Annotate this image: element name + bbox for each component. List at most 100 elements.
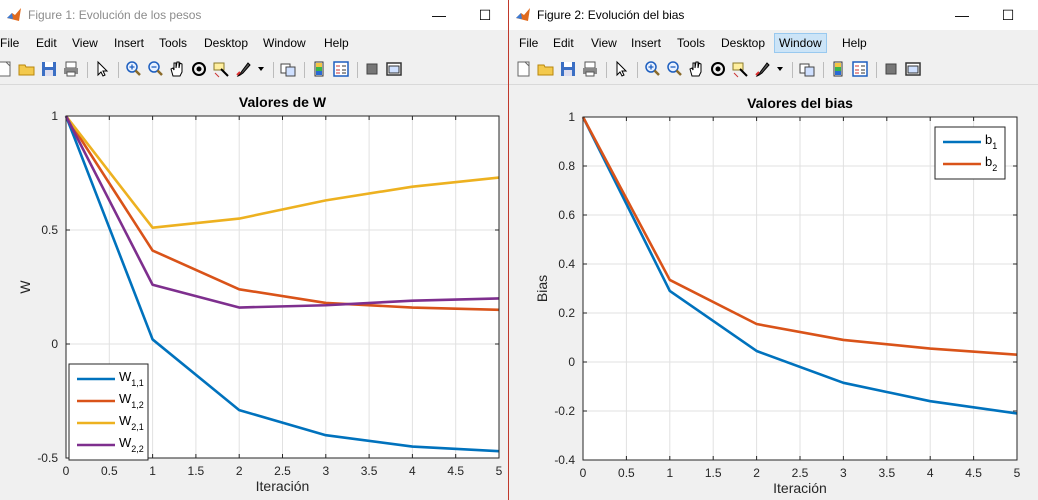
pan-hand-icon[interactable] <box>687 60 705 78</box>
menu-help[interactable]: Help <box>324 36 349 50</box>
x-tick-label: 4.5 <box>965 466 982 480</box>
data-cursor-icon[interactable] <box>731 60 749 78</box>
menu-insert[interactable]: Insert <box>114 36 145 50</box>
minimize-button[interactable]: — <box>432 7 446 23</box>
open-file-icon[interactable] <box>18 60 36 78</box>
x-tick-label: 3.5 <box>361 464 378 478</box>
brush-dropdown-icon[interactable] <box>775 60 785 78</box>
series-line-W-1-1[interactable] <box>64 115 500 453</box>
series-line-W-2-1[interactable] <box>64 115 500 230</box>
toolbar-separator <box>637 62 638 78</box>
series-line-W-1-2[interactable] <box>64 115 500 312</box>
menu-window[interactable]: Window <box>774 33 827 53</box>
show-plot-tools-icon[interactable] <box>904 60 922 78</box>
menu-desktop[interactable]: Desktop <box>721 36 766 50</box>
toolbar-separator <box>87 62 88 78</box>
print-icon[interactable] <box>581 60 599 78</box>
chart-title: Valores de W <box>239 94 327 110</box>
menu-bar: File Edit View Insert Tools Desktop Wind… <box>0 31 508 55</box>
y-axis-label: W <box>17 280 33 294</box>
menu-insert[interactable]: Insert <box>631 36 662 50</box>
legend-icon[interactable] <box>332 60 350 78</box>
edit-plot-arrow-icon[interactable] <box>612 60 630 78</box>
open-file-icon[interactable] <box>537 60 555 78</box>
legend-icon[interactable] <box>851 60 869 78</box>
x-tick-label: 5 <box>496 464 503 478</box>
brush-dropdown-icon[interactable] <box>256 60 266 78</box>
pan-hand-icon[interactable] <box>168 60 186 78</box>
zoom-in-icon[interactable] <box>643 60 661 78</box>
legend[interactable]: W1,1W1,2W2,1W2,2 <box>68 363 149 461</box>
x-axis-label: Iteración <box>773 480 827 496</box>
menu-view[interactable]: View <box>72 36 98 50</box>
x-tick-label: 2 <box>236 464 243 478</box>
x-axis-label: Iteración <box>256 478 310 494</box>
menu-view[interactable]: View <box>591 36 617 50</box>
y-tick-label: -0.5 <box>37 451 58 465</box>
x-tick-label: 0 <box>63 464 70 478</box>
series-line-b-2[interactable] <box>581 116 1018 356</box>
y-tick-label: 0.8 <box>558 159 575 173</box>
legend-label-subscript: 2,2 <box>131 444 144 454</box>
y-tick-label: 1 <box>51 109 58 123</box>
brush-icon[interactable] <box>234 60 252 78</box>
menu-tools[interactable]: Tools <box>159 36 188 50</box>
new-figure-icon[interactable] <box>0 60 14 78</box>
figure-toolbar <box>0 56 508 85</box>
series-line-b-1[interactable] <box>581 116 1018 415</box>
hide-plot-tools-icon[interactable] <box>882 60 900 78</box>
link-plot-icon[interactable] <box>279 60 297 78</box>
title-bar: Figure 1: Evolución de los pesos — ☐ <box>0 0 508 30</box>
x-tick-label: 1.5 <box>705 466 722 480</box>
toolbar-separator <box>118 62 119 78</box>
rotate-3d-icon[interactable] <box>190 60 208 78</box>
series-line-W-2-2[interactable] <box>64 115 500 309</box>
x-tick-label: 5 <box>1014 466 1021 480</box>
x-tick-label: 0.5 <box>618 466 635 480</box>
show-plot-tools-icon[interactable] <box>385 60 403 78</box>
zoom-out-icon[interactable] <box>146 60 164 78</box>
figure-1-window: Figure 1: Evolución de los pesos — ☐ Fil… <box>0 0 508 500</box>
y-tick-label: 0 <box>568 355 575 369</box>
x-tick-label: 2.5 <box>792 466 809 480</box>
save-icon[interactable] <box>40 60 58 78</box>
menu-desktop[interactable]: Desktop <box>204 36 249 50</box>
new-figure-icon[interactable] <box>515 60 533 78</box>
maximize-button[interactable]: ☐ <box>1001 7 1015 23</box>
legend-label-subscript: 1,1 <box>131 378 144 388</box>
toolbar-separator <box>606 62 607 78</box>
x-tick-label: 2 <box>753 466 760 480</box>
menu-file[interactable]: File <box>519 36 539 50</box>
menu-help[interactable]: Help <box>842 36 867 50</box>
x-tick-label: 0 <box>580 466 587 480</box>
minimize-button[interactable]: — <box>955 7 969 23</box>
print-icon[interactable] <box>62 60 80 78</box>
colorbar-icon[interactable] <box>829 60 847 78</box>
menu-tools[interactable]: Tools <box>677 36 706 50</box>
menu-edit[interactable]: Edit <box>36 36 57 50</box>
rotate-3d-icon[interactable] <box>709 60 727 78</box>
brush-icon[interactable] <box>753 60 771 78</box>
weights-plot: 0 0.5 1 1.5 2 2.5 3 3.5 4 4.5 5 -0.5 0 0.5 1 Valores de… <box>0 85 508 500</box>
colorbar-icon[interactable] <box>310 60 328 78</box>
y-tick-label: 0.2 <box>558 306 575 320</box>
y-tick-label: 0.5 <box>41 223 58 237</box>
matlab-logo-icon <box>7 8 21 21</box>
x-tick-label: 4.5 <box>447 464 464 478</box>
link-plot-icon[interactable] <box>798 60 816 78</box>
y-tick-label: 0 <box>51 337 58 351</box>
save-icon[interactable] <box>559 60 577 78</box>
menu-file[interactable]: File <box>0 36 20 50</box>
maximize-button[interactable]: ☐ <box>478 7 492 23</box>
y-tick-label: 1 <box>568 110 575 124</box>
zoom-in-icon[interactable] <box>124 60 142 78</box>
menu-window[interactable]: Window <box>263 36 306 50</box>
title-bar: Figure 2: Evolución del bias — ☐ <box>509 0 1038 30</box>
data-cursor-icon[interactable] <box>212 60 230 78</box>
edit-plot-arrow-icon[interactable] <box>93 60 111 78</box>
zoom-out-icon[interactable] <box>665 60 683 78</box>
menu-edit[interactable]: Edit <box>553 36 574 50</box>
legend-box <box>934 126 1006 180</box>
hide-plot-tools-icon[interactable] <box>363 60 381 78</box>
